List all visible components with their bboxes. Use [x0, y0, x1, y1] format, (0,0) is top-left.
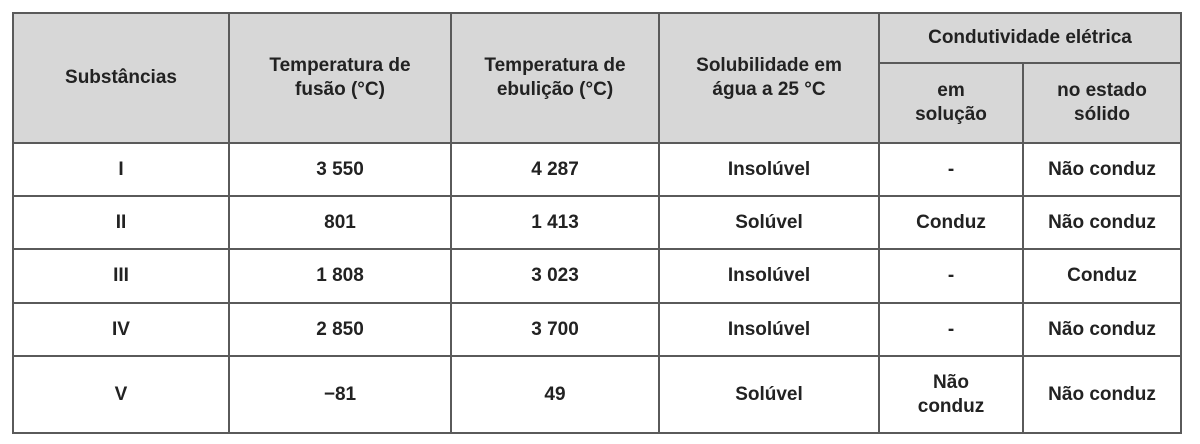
table-cell: III [12, 248, 230, 304]
table-row: V −81 49 Solúvel Não conduz Não conduz [12, 355, 1182, 434]
cell-text: Não conduz [1048, 318, 1156, 340]
header-cell: em solução [878, 62, 1024, 144]
table-cell: Solúvel [658, 355, 880, 434]
table-body: I 3 550 4 287 Insolúvel - Não conduz II 801 1 41… [12, 142, 1182, 434]
cell-text: no estado [1057, 80, 1147, 101]
cell-text: solução [915, 104, 987, 125]
table-row: IV 2 850 3 700 Insolúvel - Não conduz [12, 302, 1182, 357]
cell-text: 801 [324, 211, 356, 233]
cell-text: - [947, 158, 955, 180]
table-cell: Não conduz [1022, 142, 1182, 197]
cell-text: Solúvel [735, 211, 803, 233]
cell-text: em [937, 80, 965, 101]
header-cell: Temperatura de ebulição (°C) [450, 12, 660, 144]
table-cell: −81 [228, 355, 452, 434]
table-cell: Não conduz [1022, 355, 1182, 434]
table-cell: 4 287 [450, 142, 660, 197]
table-cell: - [878, 248, 1024, 304]
cell-text: Temperatura de [484, 55, 626, 76]
table-cell: Solúvel [658, 195, 880, 250]
cell-text: sólido [1074, 104, 1130, 125]
table-cell: Insolúvel [658, 248, 880, 304]
table-cell: 1 413 [450, 195, 660, 250]
cell-text: ebulição (°C) [496, 79, 614, 100]
cell-text: I [118, 158, 124, 180]
table-cell: Não conduz [878, 355, 1024, 434]
table-cell: 49 [450, 355, 660, 434]
header-cell: Substâncias [12, 12, 230, 144]
cell-text: II [115, 211, 127, 233]
table-row: III 1 808 3 023 Insolúvel - Conduz [12, 248, 1182, 304]
table-cell: Insolúvel [658, 142, 880, 197]
table-cell: I [12, 142, 230, 197]
table-cell: II [12, 195, 230, 250]
cell-text: Temperatura de [269, 55, 411, 76]
cell-text: água a 25 °C [712, 79, 826, 100]
header-cell: Temperatura de fusão (°C) [228, 12, 452, 144]
table-cell: 801 [228, 195, 452, 250]
cell-text: 4 287 [531, 158, 579, 180]
table-cell: 2 850 [228, 302, 452, 357]
table-cell: 3 700 [450, 302, 660, 357]
cell-text: Solúvel [735, 383, 803, 405]
cell-text: III [113, 265, 129, 286]
cell-text: Insolúvel [727, 158, 811, 180]
cell-text: 1 808 [316, 265, 364, 286]
table-cell: Conduz [1022, 248, 1182, 304]
cell-text: conduz [917, 395, 985, 417]
cell-text: Não conduz [1048, 158, 1156, 180]
table-cell: - [878, 302, 1024, 357]
table-cell: 3 023 [450, 248, 660, 304]
table-cell: Insolúvel [658, 302, 880, 357]
cell-text: Insolúvel [727, 265, 811, 286]
cell-text: 3 023 [531, 265, 579, 286]
table-cell: Não conduz [1022, 302, 1182, 357]
cell-text: fusão (°C) [295, 79, 385, 100]
cell-text: Conduz [1067, 265, 1137, 286]
table-row: I 3 550 4 287 Insolúvel - Não conduz [12, 142, 1182, 197]
cell-text: 3 700 [531, 318, 579, 340]
cell-text: V [114, 383, 128, 405]
cell-text: - [947, 265, 955, 286]
cell-text: IV [112, 318, 130, 340]
cell-text: - [947, 318, 955, 340]
cell-text: Não conduz [1048, 211, 1156, 233]
table-cell: Não conduz [1022, 195, 1182, 250]
data-table: Substâncias Temperatura de fusão (°C) Tem… [12, 12, 1182, 434]
cell-text: Condutividade elétrica [928, 27, 1132, 48]
cell-text: Substâncias [65, 67, 177, 88]
cell-text: Não conduz [1048, 383, 1156, 405]
cell-text: 49 [544, 383, 566, 405]
table-cell: - [878, 142, 1024, 197]
table-row: II 801 1 413 Solúvel Conduz Não conduz [12, 195, 1182, 250]
cell-text: 2 850 [316, 318, 364, 340]
table-cell: Conduz [878, 195, 1024, 250]
header-cell: Condutividade elétrica [878, 12, 1182, 64]
cell-text: Conduz [916, 211, 986, 233]
table-cell: 3 550 [228, 142, 452, 197]
cell-text: Solubilidade em [696, 55, 842, 76]
table-cell: IV [12, 302, 230, 357]
cell-text: 1 413 [531, 211, 579, 233]
table-cell: V [12, 355, 230, 434]
cell-text: 3 550 [316, 158, 364, 180]
cell-text: Insolúvel [727, 318, 811, 340]
table-cell: 1 808 [228, 248, 452, 304]
header-cell: Solubilidade em água a 25 °C [658, 12, 880, 144]
cell-text: −81 [323, 383, 357, 405]
cell-text: Não [933, 371, 969, 393]
header-cell: no estado sólido [1022, 62, 1182, 144]
